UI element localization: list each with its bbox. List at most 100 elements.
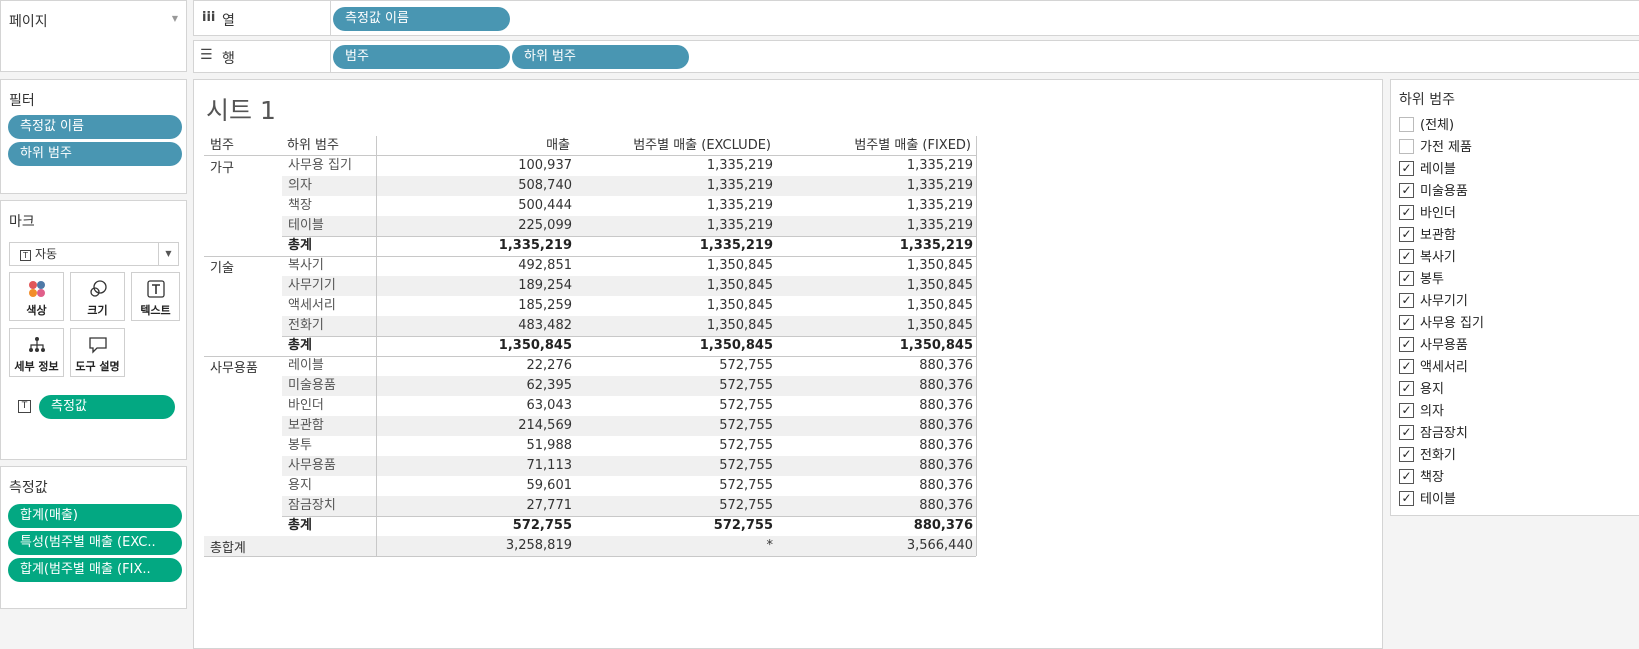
subcategory-cell[interactable]: 바인더 [288, 398, 324, 413]
rows-pill-category[interactable]: 범주 [333, 45, 510, 69]
columns-drop-zone[interactable] [330, 1, 1639, 35]
exclude-cell[interactable]: 1,335,219 [706, 178, 773, 193]
filter-item[interactable]: ✓ 책장 [1399, 469, 1444, 489]
filter-item[interactable]: ✓ 용지 [1399, 381, 1444, 401]
sales-cell[interactable]: 51,988 [526, 438, 573, 453]
checkbox-checked-icon[interactable]: ✓ [1399, 271, 1414, 286]
pages-card[interactable]: 페이지 ▼ [0, 0, 187, 72]
filter-item[interactable]: ✓ 바인더 [1399, 205, 1456, 225]
rows-shelf[interactable]: ☰ 행 범주 하위 범주 [193, 40, 1639, 73]
table-row[interactable]: 복사기 492,851 1,350,845 1,350,845 [282, 256, 976, 276]
filter-item[interactable]: 가전 제품 [1399, 139, 1472, 159]
subcategory-filter-card[interactable]: 하위 범주 (전체) 가전 제품 ✓ 레이블 ✓ 미술용품 ✓ 바인더 ✓ 보관함 ✓ 복사기 ✓ 봉투 ✓… [1390, 79, 1639, 516]
fixed-cell[interactable]: 880,376 [913, 518, 973, 533]
filter-pill-measure-names[interactable]: 측정값 이름 [8, 115, 182, 139]
filter-item[interactable]: ✓ 의자 [1399, 403, 1444, 423]
columns-pill-measure-names[interactable]: 측정값 이름 [333, 7, 510, 31]
subcategory-cell[interactable]: 미술용품 [288, 378, 336, 393]
fixed-cell[interactable]: 1,350,845 [906, 318, 973, 333]
measure-pill-sum-sales[interactable]: 합계(매출) [8, 504, 182, 528]
exclude-cell[interactable]: 1,350,845 [706, 258, 773, 273]
filter-item[interactable]: ✓ 잠금장치 [1399, 425, 1468, 445]
table-row[interactable]: 의자 508,740 1,335,219 1,335,219 [282, 176, 976, 196]
measure-values-card[interactable]: 측정값 합계(매출) 특성(범주별 매출 (EXC.. 합계(범주별 매출 (F… [0, 466, 187, 609]
checkbox-checked-icon[interactable]: ✓ [1399, 469, 1414, 484]
table-row[interactable]: 잠금장치 27,771 572,755 880,376 [282, 496, 976, 516]
fixed-cell[interactable]: 1,350,845 [906, 298, 973, 313]
tooltip-button[interactable]: 도구 설명 [70, 328, 125, 377]
checkbox-checked-icon[interactable]: ✓ [1399, 491, 1414, 506]
fixed-cell[interactable]: 880,376 [919, 478, 973, 493]
exclude-cell[interactable]: 572,755 [719, 398, 773, 413]
fixed-cell[interactable]: 1,335,219 [906, 158, 973, 173]
fixed-cell[interactable]: 880,376 [919, 418, 973, 433]
exclude-cell[interactable]: 1,335,219 [706, 198, 773, 213]
subcategory-cell[interactable]: 레이블 [288, 358, 324, 373]
subcategory-cell[interactable]: 테이블 [288, 218, 324, 233]
sales-cell[interactable]: 1,335,219 [498, 238, 572, 253]
mark-type-dropdown[interactable]: T 자동 ▼ [9, 242, 179, 266]
fixed-cell[interactable]: 1,335,219 [899, 238, 973, 253]
grand-total-row[interactable]: 3,258,819 * 3,566,440 [282, 536, 976, 556]
subcategory-cell[interactable]: 사무용 집기 [288, 158, 352, 173]
fixed-cell[interactable]: 1,350,845 [906, 258, 973, 273]
text-button[interactable]: 텍스트 [131, 272, 180, 321]
columns-shelf[interactable]: iii 열 측정값 이름 [193, 0, 1639, 36]
checkbox-empty-icon[interactable] [1399, 139, 1414, 154]
sheet-view[interactable]: 시트 1 범주 하위 범주 매출 범주별 매출 (EXCLUDE) 범주별 매출 (FI… [193, 79, 1383, 649]
checkbox-checked-icon[interactable]: ✓ [1399, 359, 1414, 374]
category-label[interactable]: 사무용품 [210, 361, 258, 376]
sales-cell[interactable]: 483,482 [518, 318, 572, 333]
exclude-cell[interactable]: 572,755 [719, 498, 773, 513]
marks-card[interactable]: 마크 T 자동 ▼ 색상 크기 텍스트 세부 정보 [0, 200, 187, 460]
fixed-cell[interactable]: 1,350,845 [906, 278, 973, 293]
exclude-cell[interactable]: 572,755 [719, 478, 773, 493]
subtotal-row[interactable]: 총계 572,755 572,755 880,376 [282, 516, 976, 536]
subcategory-cell[interactable]: 사무기기 [288, 278, 336, 293]
checkbox-checked-icon[interactable]: ✓ [1399, 227, 1414, 242]
pages-dropdown-icon[interactable]: ▼ [171, 14, 178, 23]
subcategory-cell[interactable]: 용지 [288, 478, 312, 493]
sales-cell[interactable]: 22,276 [526, 358, 573, 373]
sales-cell[interactable]: 508,740 [518, 178, 572, 193]
subcategory-cell[interactable]: 의자 [288, 178, 312, 193]
checkbox-checked-icon[interactable]: ✓ [1399, 161, 1414, 176]
table-row[interactable]: 사무용 집기 100,937 1,335,219 1,335,219 [282, 156, 976, 176]
subcategory-cell[interactable]: 액세서리 [288, 298, 336, 313]
subcategory-cell[interactable]: 전화기 [288, 318, 324, 333]
table-row[interactable]: 책장 500,444 1,335,219 1,335,219 [282, 196, 976, 216]
rows-pill-subcategory[interactable]: 하위 범주 [512, 45, 689, 69]
rows-drop-zone[interactable] [330, 41, 1639, 72]
filter-item[interactable]: ✓ 보관함 [1399, 227, 1456, 247]
measure-pill-sum-fixed[interactable]: 합계(범주별 매출 (FIX.. [8, 558, 182, 582]
filter-item[interactable]: ✓ 전화기 [1399, 447, 1456, 467]
fixed-cell[interactable]: 880,376 [919, 358, 973, 373]
subcategory-cell[interactable]: 봉투 [288, 438, 312, 453]
table-row[interactable]: 사무용품 71,113 572,755 880,376 [282, 456, 976, 476]
exclude-cell[interactable]: 1,335,219 [706, 158, 773, 173]
checkbox-checked-icon[interactable]: ✓ [1399, 425, 1414, 440]
subcategory-cell[interactable]: 총계 [288, 518, 312, 533]
mark-pill-measure-values[interactable]: 측정값 [39, 395, 175, 419]
subcategory-cell[interactable]: 사무용품 [288, 458, 336, 473]
measure-pill-attr-exclude[interactable]: 특성(범주별 매출 (EXC.. [8, 531, 182, 555]
fixed-cell[interactable]: 880,376 [919, 398, 973, 413]
sales-cell[interactable]: 27,771 [526, 498, 573, 513]
table-row[interactable]: 액세서리 185,259 1,350,845 1,350,845 [282, 296, 976, 316]
chevron-down-icon[interactable]: ▼ [158, 243, 178, 265]
table-row[interactable]: 보관함 214,569 572,755 880,376 [282, 416, 976, 436]
filter-item[interactable]: (전체) [1399, 117, 1454, 137]
sales-cell[interactable]: 63,043 [526, 398, 573, 413]
fixed-cell[interactable]: 880,376 [919, 378, 973, 393]
subtotal-row[interactable]: 총계 1,350,845 1,350,845 1,350,845 [282, 336, 976, 356]
sales-cell[interactable]: 100,937 [518, 158, 572, 173]
filter-item[interactable]: ✓ 사무기기 [1399, 293, 1468, 313]
exclude-cell[interactable]: 1,350,845 [699, 338, 773, 353]
category-label[interactable]: 가구 [210, 161, 234, 176]
table-row[interactable]: 미술용품 62,395 572,755 880,376 [282, 376, 976, 396]
exclude-cell[interactable]: 572,755 [719, 378, 773, 393]
filter-item[interactable]: ✓ 사무용품 [1399, 337, 1468, 357]
grand-total-sales-cell[interactable]: 3,258,819 [505, 538, 572, 553]
header-exclude[interactable]: 범주별 매출 (EXCLUDE) [633, 138, 771, 153]
sales-cell[interactable]: 500,444 [518, 198, 572, 213]
